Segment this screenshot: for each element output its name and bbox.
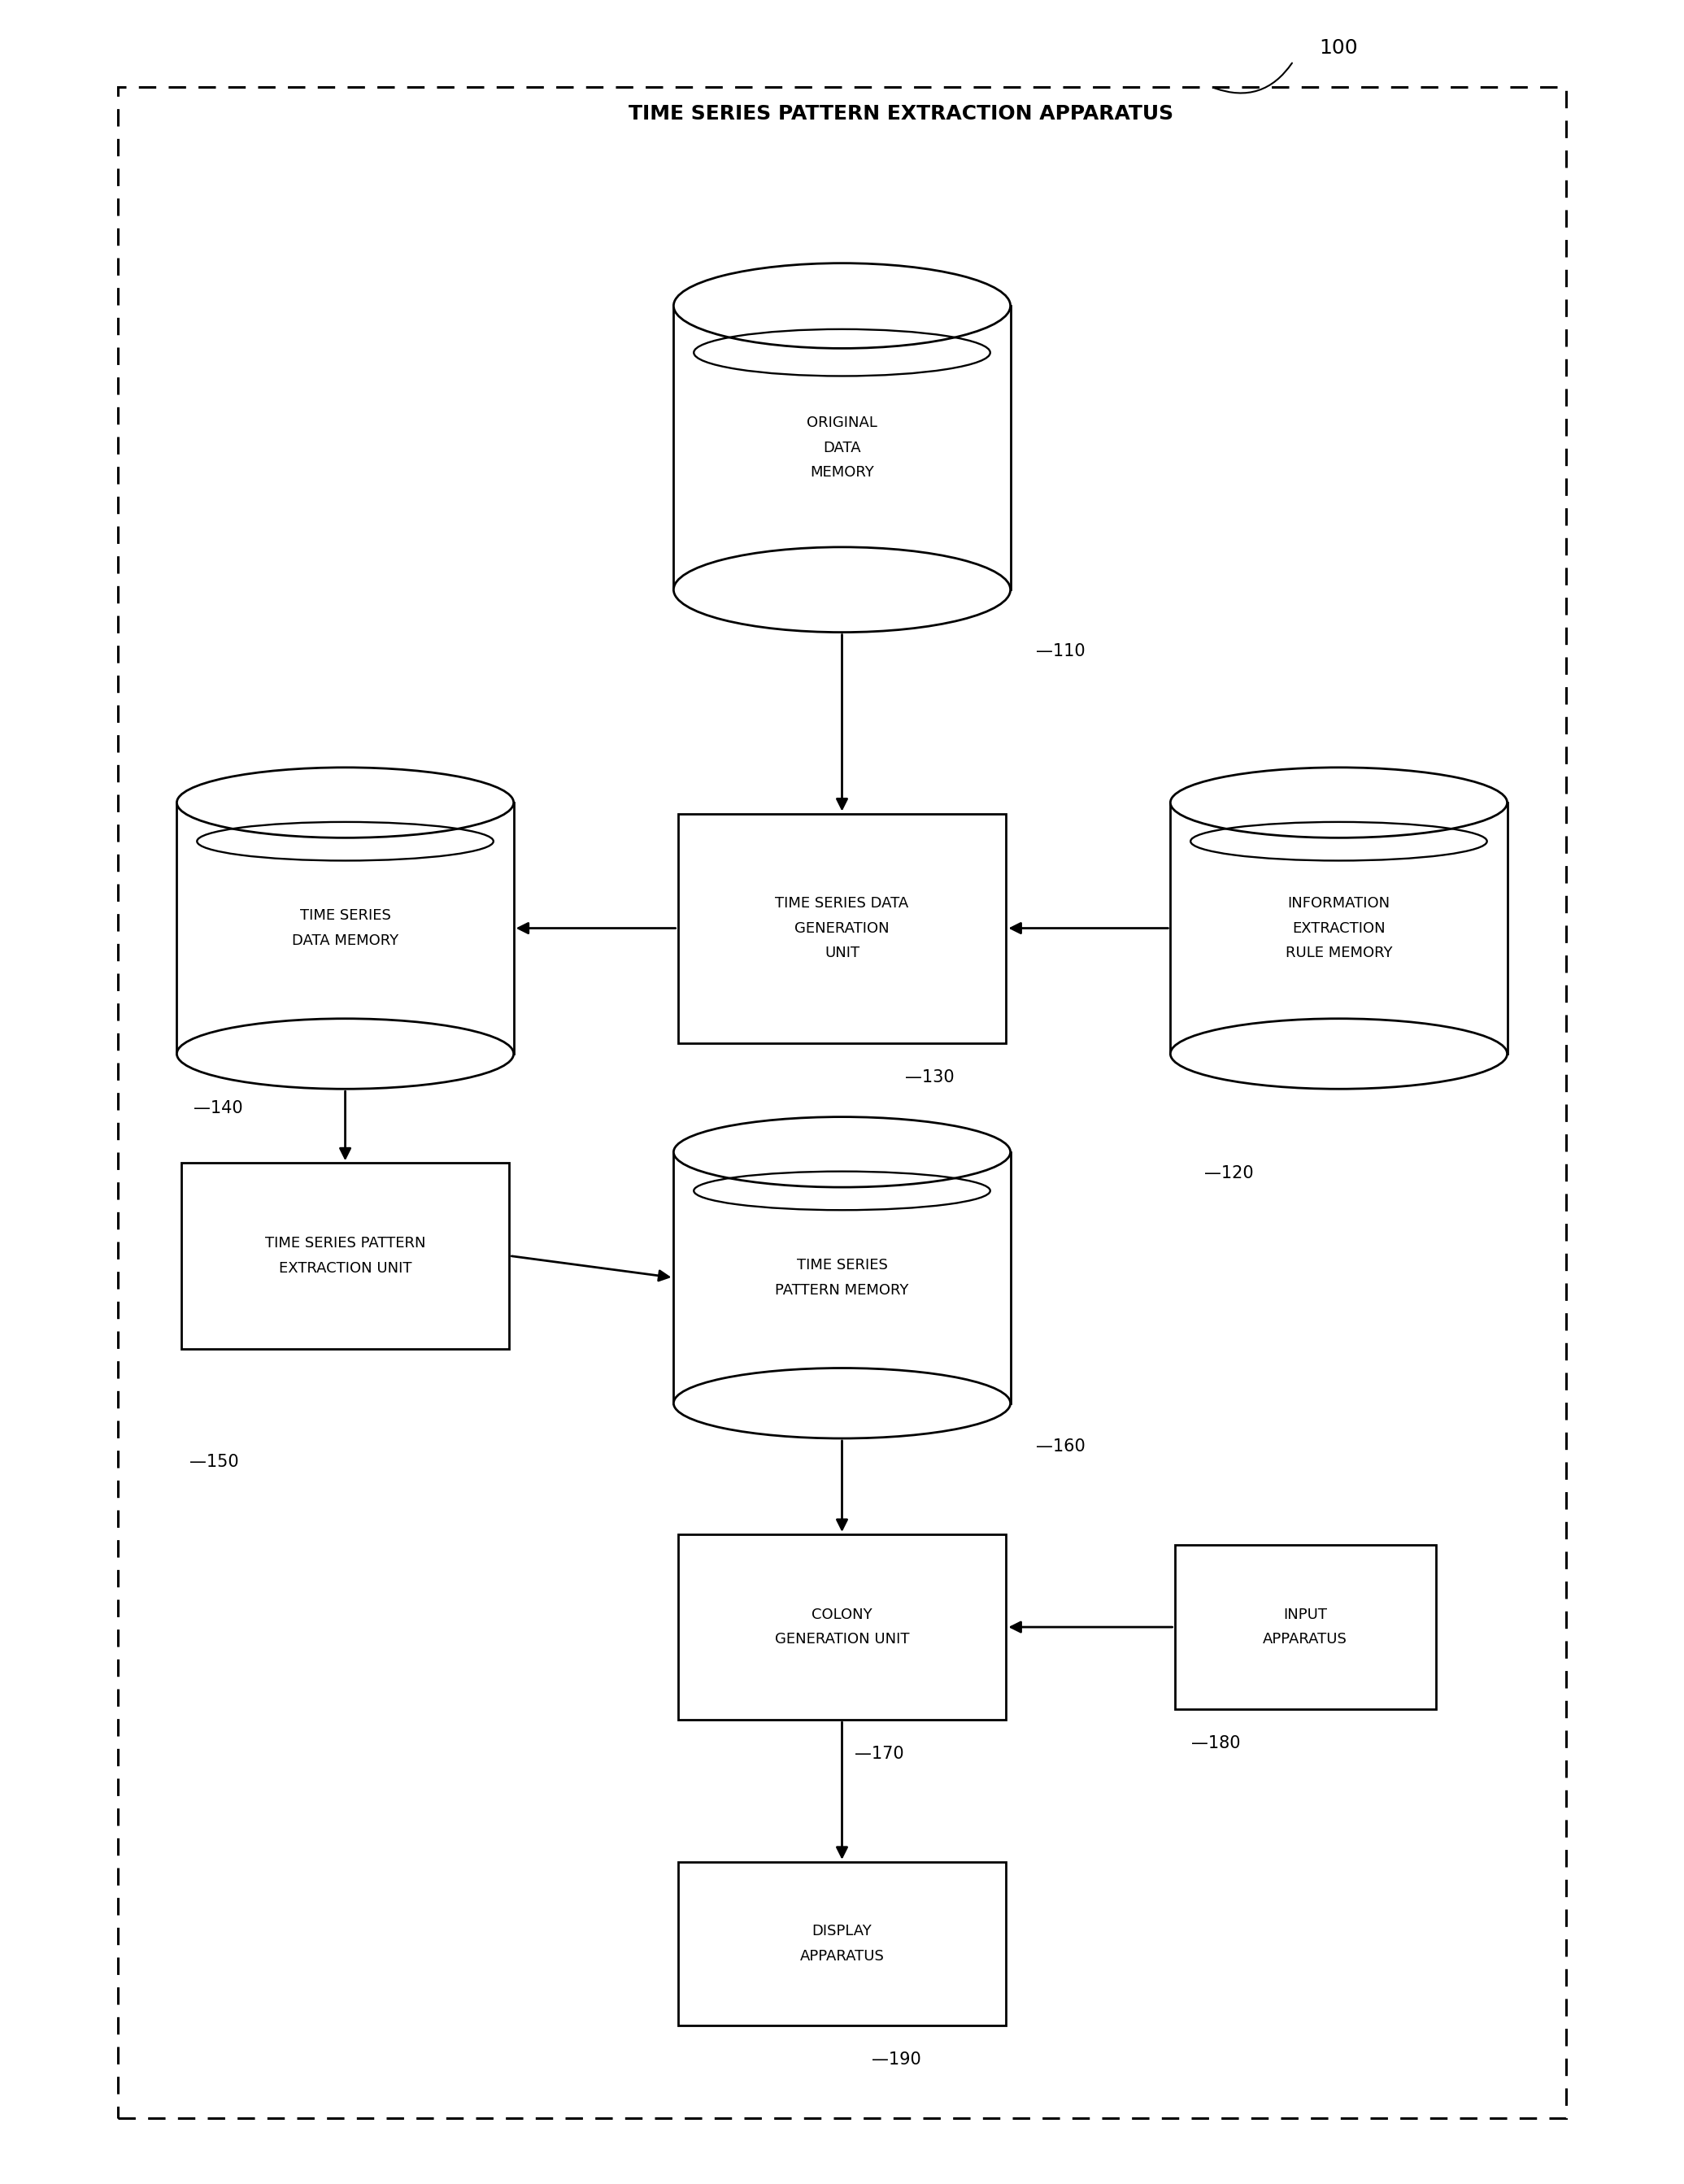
Bar (177, 804, 514, 1055)
Ellipse shape (674, 1116, 1010, 1188)
Text: COLONY
GENERATION UNIT: COLONY GENERATION UNIT (775, 1607, 909, 1647)
FancyArrowPatch shape (1214, 63, 1292, 94)
Text: —190: —190 (872, 2053, 921, 2068)
Text: —170: —170 (854, 1747, 904, 1762)
Ellipse shape (674, 262, 1010, 347)
Text: —110: —110 (1036, 642, 1084, 660)
Ellipse shape (177, 767, 514, 839)
Bar (677, 815, 1005, 1044)
Bar (677, 1861, 1005, 2027)
Text: —160: —160 (1036, 1439, 1084, 1455)
Bar (674, 306, 1010, 590)
Ellipse shape (1170, 1018, 1507, 1090)
Bar (674, 1153, 1010, 1404)
Ellipse shape (674, 1367, 1010, 1439)
Ellipse shape (177, 1018, 514, 1090)
Ellipse shape (674, 548, 1010, 633)
Ellipse shape (674, 262, 1010, 347)
Bar (1170, 804, 1507, 1055)
Text: ORIGINAL
DATA
MEMORY: ORIGINAL DATA MEMORY (807, 415, 877, 480)
Ellipse shape (674, 1116, 1010, 1188)
Bar (1175, 1546, 1435, 1708)
Bar (180, 1162, 509, 1348)
Text: —150: —150 (189, 1455, 239, 1470)
Text: TIME SERIES PATTERN EXTRACTION APPARATUS: TIME SERIES PATTERN EXTRACTION APPARATUS (628, 105, 1174, 122)
Text: —130: —130 (906, 1070, 955, 1085)
Ellipse shape (1170, 767, 1507, 839)
Bar (677, 1533, 1005, 1721)
Text: TIME SERIES
DATA MEMORY: TIME SERIES DATA MEMORY (291, 909, 399, 948)
Bar (118, 87, 1566, 2118)
Text: —180: —180 (1192, 1734, 1241, 1752)
Ellipse shape (177, 767, 514, 839)
Text: TIME SERIES DATA
GENERATION
UNIT: TIME SERIES DATA GENERATION UNIT (775, 895, 909, 961)
Text: INFORMATION
EXTRACTION
RULE MEMORY: INFORMATION EXTRACTION RULE MEMORY (1285, 895, 1393, 961)
Text: INPUT
APPARATUS: INPUT APPARATUS (1263, 1607, 1347, 1647)
Text: 100: 100 (1320, 39, 1357, 57)
Text: TIME SERIES PATTERN
EXTRACTION UNIT: TIME SERIES PATTERN EXTRACTION UNIT (264, 1236, 426, 1275)
Text: TIME SERIES
PATTERN MEMORY: TIME SERIES PATTERN MEMORY (775, 1258, 909, 1297)
Ellipse shape (1170, 767, 1507, 839)
Text: —140: —140 (194, 1101, 242, 1116)
Text: —120: —120 (1204, 1166, 1253, 1182)
Text: DISPLAY
APPARATUS: DISPLAY APPARATUS (800, 1924, 884, 1963)
